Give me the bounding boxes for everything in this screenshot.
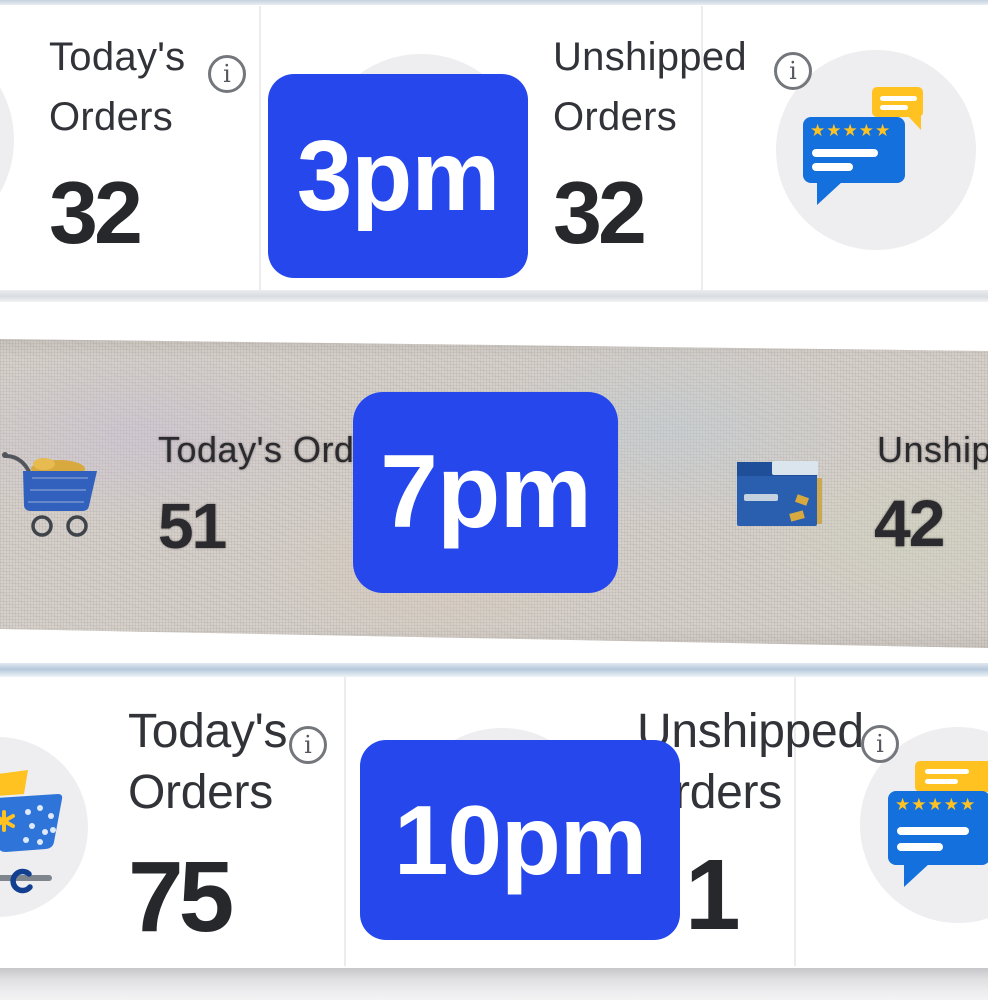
metric-value: 75 [128,841,234,953]
metric-value: 32 [553,163,647,262]
unshipped-orders-value: 42 [874,486,945,560]
time-annotation-3pm: 3pm [268,74,528,278]
bubble-text-line [925,769,969,774]
walmart-cart-icon [0,770,63,894]
info-icon[interactable]: i [861,725,899,763]
panel-7pm-photo: Today's Order 51 Unship 42 7pm [0,339,988,648]
yellow-chat-bubble-icon [872,87,923,130]
bubble-text-line [812,163,853,171]
bubble-text-line [897,843,943,851]
todays-orders-label: Today's Order [158,429,388,470]
bubble-text-line [880,105,908,110]
photo-shade-top [0,339,988,358]
photo-shade-bottom [0,626,988,648]
todays-orders-card[interactable]: Today's Orders 75 [128,701,287,947]
unshipped-orders-label: Unship [877,429,988,470]
icon-circle-bg [0,34,14,246]
metric-label-line2: Orders [128,766,273,819]
unshipped-orders-card[interactable]: Unshipped Orders 32 [553,27,747,257]
reviews-icon: ★★★★★ [860,727,988,923]
bubble-text-line [925,779,958,784]
metric-label-line2: Orders [49,95,174,139]
time-annotation-10pm: 10pm [360,740,680,940]
bottom-edge-strip [0,968,988,1000]
info-glyph: i [876,730,884,758]
metric-label-line2: Orders [553,95,678,139]
panel-3pm: Today's Orders 32 i Unshipped Orders 32 … [0,0,988,302]
five-stars-icon: ★★★★★ [895,795,977,815]
metric-label-line1: Unshipped [553,35,747,79]
shopping-cart-icon [2,452,97,537]
info-glyph: i [789,57,797,85]
reviews-icon: ★★★★★ [776,50,976,250]
metric-label-line1: Unshipped [637,705,864,758]
info-glyph: i [304,731,312,759]
todays-orders-card[interactable]: Today's Orders 32 [49,27,185,257]
metric-value-partial: 1 [685,839,741,951]
bubble-text-line [812,149,878,157]
package-box-icon [737,461,822,526]
yellow-chat-bubble-icon [915,761,988,792]
todays-orders-value: 51 [158,490,227,562]
info-icon[interactable]: i [774,52,812,90]
card-divider [259,6,261,290]
bubble-text-line [880,96,917,101]
card-divider [794,677,796,966]
info-icon[interactable]: i [289,726,327,764]
panel-top-edge-strip [0,663,988,677]
card-divider [344,677,346,966]
info-glyph: i [223,60,231,88]
time-annotation-7pm: 7pm [353,392,618,593]
metric-value: 32 [49,163,143,262]
info-icon[interactable]: i [208,55,246,93]
blue-chat-bubble-icon: ★★★★★ [888,791,988,887]
metric-label-line1: Today's [128,705,288,758]
five-stars-icon: ★★★★★ [810,121,892,141]
panel-top-edge-strip [0,0,988,5]
bubble-text-line [897,827,969,835]
card-divider [701,6,703,290]
blue-chat-bubble-icon: ★★★★★ [803,117,905,205]
panel-bottom-edge-strip [0,290,988,302]
metric-label-line1: Today's [49,35,186,79]
